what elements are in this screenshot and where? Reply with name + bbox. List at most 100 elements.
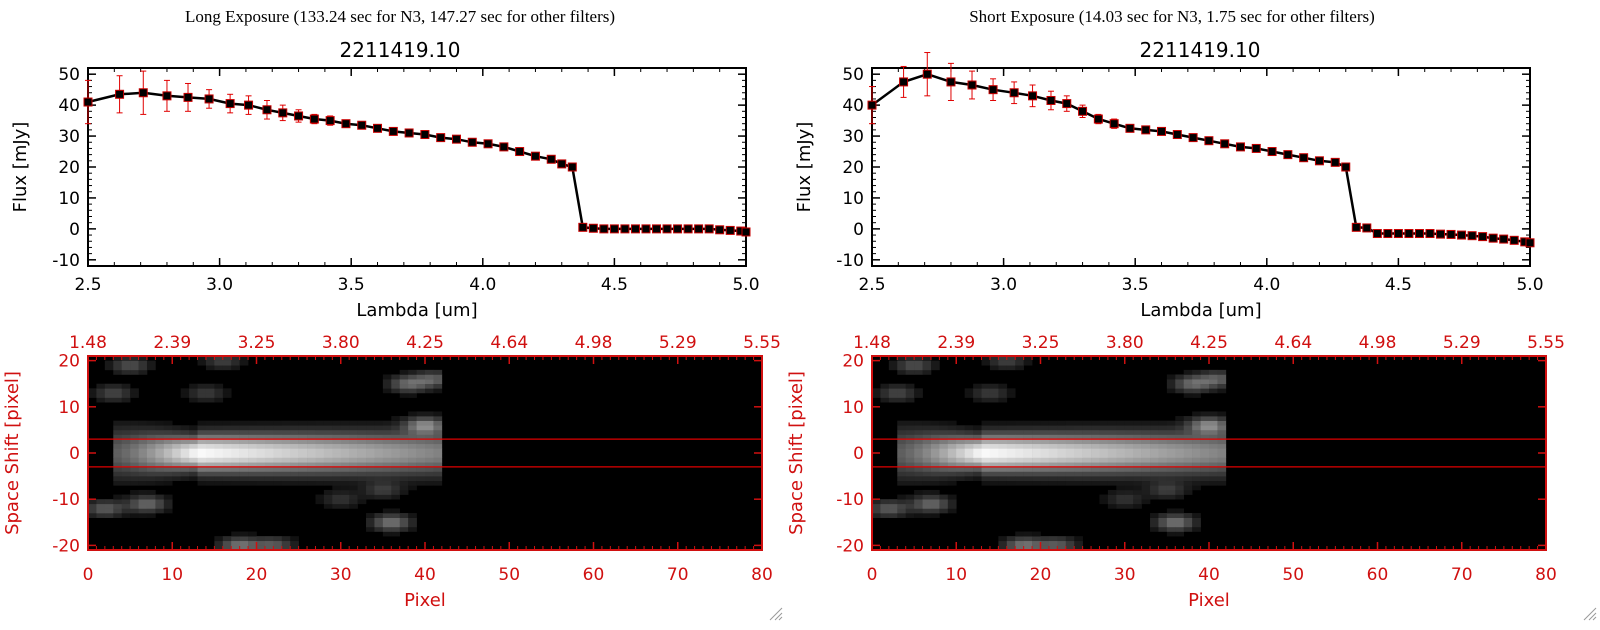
image-pixel	[281, 540, 291, 546]
image-pixel	[256, 434, 266, 440]
image-pixel	[138, 439, 148, 445]
y-tick-label: -10	[52, 251, 80, 271]
image-pixel	[1192, 439, 1201, 445]
image-pixel	[332, 485, 342, 491]
x-tick-label: 3.0	[990, 275, 1017, 295]
top-tick-label: 4.98	[575, 333, 613, 353]
image-pixel	[340, 494, 350, 500]
image-pixel	[425, 443, 434, 449]
image-pixel	[214, 383, 224, 389]
image-pixel	[189, 434, 198, 440]
data-point	[1062, 99, 1072, 109]
image-pixel	[1099, 439, 1109, 445]
image-pixel	[922, 369, 932, 375]
image-pixel	[146, 508, 156, 514]
image-pixel	[172, 471, 181, 477]
image-pixel	[121, 457, 131, 463]
data-point	[694, 224, 704, 234]
image-pixel	[1166, 522, 1176, 528]
image-pixel	[1141, 471, 1151, 477]
image-pixel	[205, 480, 215, 486]
image-pixel	[180, 448, 190, 454]
image-pixel	[914, 439, 923, 445]
image-pixel	[973, 462, 982, 468]
image-pixel	[905, 360, 915, 366]
image-pixel	[1150, 429, 1159, 435]
image-pixel	[264, 443, 274, 449]
resize-grip-icon[interactable]	[1583, 607, 1597, 621]
image-pixel	[399, 466, 409, 472]
image-pixel	[408, 476, 417, 482]
image-pixel	[307, 462, 316, 468]
image-pixel	[1124, 476, 1134, 482]
image-pixel	[104, 392, 114, 398]
image-pixel	[197, 388, 207, 394]
x-tick-label: 4.0	[469, 275, 496, 295]
image-pixel	[922, 434, 932, 440]
resize-grip-icon[interactable]	[769, 607, 783, 621]
image-pixel	[1166, 517, 1176, 523]
image-pixel	[332, 439, 342, 445]
image-pixel	[382, 466, 392, 472]
image-pixel	[1099, 471, 1109, 477]
image-pixel	[1057, 540, 1067, 546]
image-pixel	[290, 453, 299, 458]
image-pixel	[88, 513, 97, 518]
image-pixel	[113, 457, 123, 463]
image-pixel	[222, 360, 232, 366]
image-pixel	[1032, 425, 1041, 431]
image-pixel	[382, 448, 392, 454]
image-pixel	[1200, 448, 1210, 454]
image-pixel	[113, 503, 123, 509]
image-pixel	[391, 462, 401, 468]
image-pixel	[1065, 471, 1075, 477]
image-pixel	[930, 503, 940, 509]
image-pixel	[382, 471, 392, 477]
image-pixel	[357, 457, 367, 463]
image-pixel	[104, 499, 114, 505]
image-pixel	[189, 429, 198, 435]
image-pixel	[332, 462, 342, 468]
image-pixel	[956, 476, 965, 482]
image-pixel	[121, 471, 131, 477]
image-pixel	[1200, 411, 1210, 417]
y-tick-label: 50	[842, 65, 864, 85]
image-pixel	[1040, 471, 1050, 477]
image-pixel	[340, 499, 350, 505]
image-pixel	[1200, 462, 1210, 468]
image-pixel	[1124, 453, 1134, 458]
image-pixel	[947, 448, 957, 454]
data-point	[1028, 91, 1038, 101]
image-pixel	[399, 522, 409, 528]
image-pixel	[922, 476, 932, 482]
image-pixel	[248, 448, 257, 454]
image-pixel	[1032, 439, 1041, 445]
image-pixel	[281, 536, 291, 542]
image-pixel	[1192, 462, 1201, 468]
image-pixel	[973, 425, 982, 431]
image-pixel	[205, 420, 215, 426]
image-pixel	[121, 466, 131, 472]
image-pixel	[214, 365, 224, 371]
image-pixel	[1107, 476, 1117, 482]
image-pixel	[973, 457, 982, 463]
image-pixel	[315, 439, 325, 445]
image-pixel	[214, 545, 224, 551]
image-pixel	[1200, 383, 1210, 389]
image-pixel	[391, 531, 401, 537]
image-pixel	[998, 457, 1008, 463]
image-pixel	[281, 462, 291, 468]
image-pixel	[897, 494, 906, 500]
image-pixel	[914, 360, 923, 366]
image-pixel	[1015, 531, 1024, 537]
x-tick-label: 80	[751, 565, 773, 585]
image-pixel	[146, 443, 156, 449]
image-pixel	[897, 499, 906, 505]
image-pixel	[1023, 466, 1033, 472]
image-pixel	[172, 476, 181, 482]
image-pixel	[408, 429, 417, 435]
y-tick-label: -20	[52, 536, 80, 556]
image-pixel	[231, 434, 240, 440]
top-tick-label: 2.39	[153, 333, 191, 353]
image-pixel	[922, 508, 932, 514]
